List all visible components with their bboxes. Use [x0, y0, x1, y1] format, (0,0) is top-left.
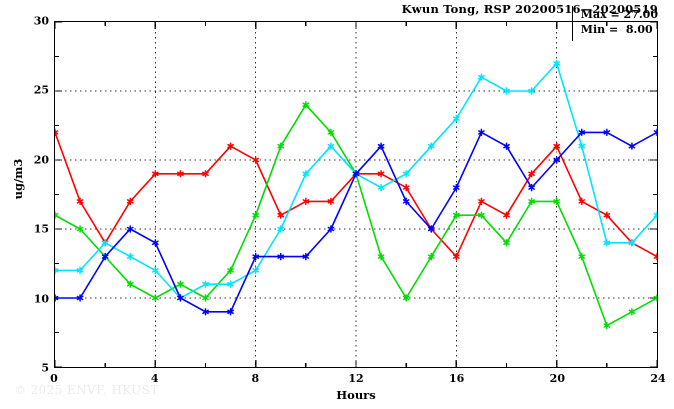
min-label: Min = [580, 22, 619, 36]
series-20200517 [55, 101, 657, 330]
minor-tick-marks [55, 22, 657, 367]
data-series-layer [55, 59, 657, 330]
y-tick-label-25: 25 [33, 83, 49, 97]
max-stat-row: Max = 27.00 [581, 8, 658, 23]
y-tick-label-10: 10 [33, 292, 49, 306]
min-stat-row: Min = 8.00 [581, 23, 658, 38]
y-axis-label: ug/m3 [11, 158, 25, 200]
x-tick-label-16: 16 [449, 372, 465, 385]
plot-area [54, 21, 658, 368]
chart-title: Kwun Tong, RSP 20200516—20200519 [401, 2, 658, 16]
y-tick-label-15: 15 [33, 222, 49, 236]
x-axis-tick-labels: 0 4 8 12 16 20 24 [50, 372, 665, 388]
x-tick-label-8: 8 [251, 372, 260, 385]
y-tick-label-5: 5 [41, 361, 49, 375]
x-tick-label-24: 24 [650, 372, 666, 385]
y-tick-label-30: 30 [33, 14, 49, 28]
max-label: Max = [580, 8, 620, 21]
plot-svg [55, 22, 657, 367]
stats-legend-box: Max = 27.00 Min = 8.00 [571, 6, 664, 41]
series-20200518 [55, 59, 657, 302]
x-axis-label: Hours [336, 388, 376, 402]
y-axis-tick-labels: 5 10 15 20 25 30 [0, 15, 49, 375]
x-tick-label-4: 4 [150, 372, 159, 385]
series-20200519 [55, 128, 657, 316]
y-tick-label-20: 20 [33, 153, 49, 167]
x-tick-label-0: 0 [50, 372, 58, 385]
grid-lines [55, 22, 657, 367]
min-value: 8.00 [625, 22, 653, 36]
max-value: 27.00 [623, 8, 658, 21]
x-tick-label-20: 20 [549, 372, 565, 385]
x-tick-label-12: 12 [348, 372, 364, 385]
